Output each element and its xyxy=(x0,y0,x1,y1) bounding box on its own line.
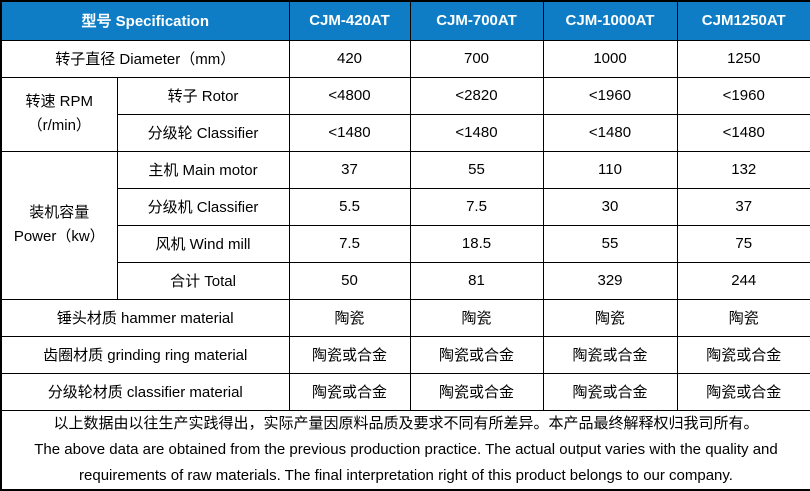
rpm-group-label: 转速 RPM （r/min） xyxy=(0,76,118,152)
power-wind-mill-value: 75 xyxy=(676,224,810,263)
rpm-rotor-value: <2820 xyxy=(409,76,544,115)
hammer-material-value: 陶瓷 xyxy=(676,298,810,337)
power-total-label: 合计 Total xyxy=(116,261,290,300)
diameter-row: 转子直径 Diameter（mm） 420 700 1000 1250 xyxy=(0,39,810,78)
power-classifier-value: 7.5 xyxy=(409,187,544,226)
grinding-ring-material-value: 陶瓷或合金 xyxy=(542,335,678,374)
footnote-row: 以上数据由以往生产实践得出，实际产量因原料品质及要求不同有所差异。本产品最终解释… xyxy=(0,409,810,490)
diameter-value: 420 xyxy=(288,39,411,78)
rpm-rotor-value: <4800 xyxy=(288,76,411,115)
rpm-group-label-line2: （r/min） xyxy=(27,117,91,134)
power-wind-mill-label: 风机 Wind mill xyxy=(116,224,290,263)
rpm-classifier-value: <1480 xyxy=(542,113,678,152)
classifier-material-row: 分级轮材质 classifier material 陶瓷或合金 陶瓷或合金 陶瓷… xyxy=(0,372,810,411)
power-total-row: 合计 Total 50 81 329 244 xyxy=(1,261,810,300)
power-main-motor-value: 132 xyxy=(676,150,810,189)
classifier-material-value: 陶瓷或合金 xyxy=(409,372,544,411)
rpm-rotor-value: <1960 xyxy=(676,76,810,115)
footnote-cell: 以上数据由以往生产实践得出，实际产量因原料品质及要求不同有所差异。本产品最终解释… xyxy=(0,409,810,490)
grinding-ring-material-label: 齿圈材质 grinding ring material xyxy=(0,335,290,374)
hammer-material-label: 锤头材质 hammer material xyxy=(0,298,290,337)
power-group-label: 装机容量 Power（kw） xyxy=(0,150,118,300)
rpm-classifier-row: 分级轮 Classifier <1480 <1480 <1480 <1480 xyxy=(1,113,810,152)
power-wind-mill-value: 55 xyxy=(542,224,678,263)
diameter-value: 1000 xyxy=(542,39,678,78)
classifier-material-value: 陶瓷或合金 xyxy=(288,372,411,411)
hammer-material-row: 锤头材质 hammer material 陶瓷 陶瓷 陶瓷 陶瓷 xyxy=(0,298,810,337)
hammer-material-value: 陶瓷 xyxy=(288,298,411,337)
spec-header-cell: 型号 Specification xyxy=(0,0,290,41)
power-main-motor-label: 主机 Main motor xyxy=(116,150,290,189)
grinding-ring-material-value: 陶瓷或合金 xyxy=(676,335,810,374)
grinding-ring-material-value: 陶瓷或合金 xyxy=(409,335,544,374)
power-main-motor-value: 37 xyxy=(288,150,411,189)
model-header-cjm-700at: CJM-700AT xyxy=(409,0,544,41)
power-group-label-line2: Power（kw） xyxy=(13,228,105,245)
power-main-motor-row: 装机容量 Power（kw） 主机 Main motor 37 55 110 1… xyxy=(0,150,810,300)
power-classifier-label: 分级机 Classifier xyxy=(116,187,290,226)
diameter-label: 转子直径 Diameter（mm） xyxy=(0,39,290,78)
power-main-motor-value: 110 xyxy=(542,150,678,189)
rpm-classifier-value: <1480 xyxy=(676,113,810,152)
footnote-chinese: 以上数据由以往生产实践得出，实际产量因原料品质及要求不同有所差异。本产品最终解释… xyxy=(53,414,759,432)
rpm-group-label-line1: 转速 RPM xyxy=(25,93,93,110)
power-main-motor-value: 55 xyxy=(409,150,544,189)
power-group-label-line1: 装机容量 xyxy=(29,204,90,221)
grinding-ring-material-value: 陶瓷或合金 xyxy=(288,335,411,374)
power-wind-mill-value: 18.5 xyxy=(409,224,544,263)
diameter-value: 1250 xyxy=(676,39,810,78)
power-wind-mill-row: 风机 Wind mill 7.5 18.5 55 75 xyxy=(1,224,810,263)
classifier-material-value: 陶瓷或合金 xyxy=(542,372,678,411)
classifier-material-label: 分级轮材质 classifier material xyxy=(0,372,290,411)
power-classifier-row: 分级机 Classifier 5.5 7.5 30 37 xyxy=(1,187,810,226)
rpm-rotor-row: 转速 RPM （r/min） 转子 Rotor <4800 <2820 <196… xyxy=(0,76,810,152)
model-header-cjm-420at: CJM-420AT xyxy=(288,0,411,41)
rpm-rotor-label: 转子 Rotor xyxy=(116,76,290,115)
power-total-value: 329 xyxy=(542,261,678,300)
hammer-material-value: 陶瓷 xyxy=(542,298,678,337)
power-total-value: 50 xyxy=(288,261,411,300)
rpm-classifier-label: 分级轮 Classifier xyxy=(116,113,290,152)
table-header-row: 型号 Specification CJM-420AT CJM-700AT CJM… xyxy=(0,0,810,41)
model-header-cjm-1000at: CJM-1000AT xyxy=(542,0,678,41)
footnote-english: The above data are obtained from the pre… xyxy=(34,440,778,484)
rpm-rotor-value: <1960 xyxy=(542,76,678,115)
diameter-value: 700 xyxy=(409,39,544,78)
hammer-material-value: 陶瓷 xyxy=(409,298,544,337)
rpm-classifier-value: <1480 xyxy=(288,113,411,152)
power-wind-mill-value: 7.5 xyxy=(288,224,411,263)
model-header-cjm1250at: CJM1250AT xyxy=(676,0,810,41)
power-classifier-value: 37 xyxy=(676,187,810,226)
power-classifier-value: 5.5 xyxy=(288,187,411,226)
power-total-value: 244 xyxy=(676,261,810,300)
power-total-value: 81 xyxy=(409,261,544,300)
power-classifier-value: 30 xyxy=(542,187,678,226)
rpm-classifier-value: <1480 xyxy=(409,113,544,152)
classifier-material-value: 陶瓷或合金 xyxy=(676,372,810,411)
grinding-ring-material-row: 齿圈材质 grinding ring material 陶瓷或合金 陶瓷或合金 … xyxy=(0,335,810,374)
